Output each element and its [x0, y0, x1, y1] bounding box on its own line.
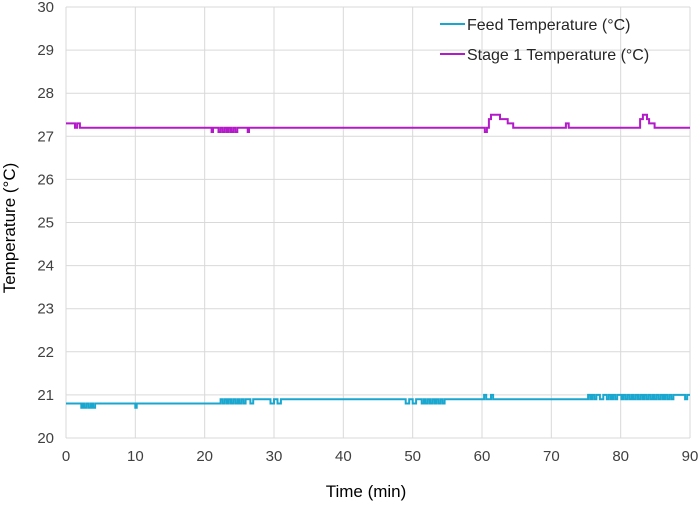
- x-tick-label: 40: [335, 448, 352, 465]
- y-tick-label: 29: [37, 42, 54, 59]
- x-tick-label: 60: [474, 448, 491, 465]
- y-tick-label: 27: [37, 128, 54, 145]
- legend: Feed Temperature (°C) Stage 1 Temperatur…: [440, 17, 649, 64]
- y-tick-label: 26: [37, 171, 54, 188]
- x-tick-label: 30: [266, 448, 283, 465]
- series-line-0: [66, 393, 690, 409]
- y-axis-title: Temperature (°C): [0, 163, 19, 294]
- y-tick-label: 28: [37, 85, 54, 102]
- x-axis-title: Time (min): [326, 482, 407, 501]
- series-lines: [66, 113, 690, 409]
- gridlines: [65, 6, 691, 439]
- y-tick-label: 23: [37, 301, 54, 318]
- tick-labels: 20 21 22 23 24 25 26 27 28 29 30 0 10 20 30 40 50 60 70 80 9…: [37, 0, 698, 465]
- y-tick-label: 21: [37, 387, 54, 404]
- y-tick-label: 25: [37, 215, 54, 232]
- y-tick-label: 22: [37, 344, 54, 361]
- y-tick-label: 24: [37, 258, 54, 275]
- x-tick-label: 0: [62, 448, 70, 465]
- x-tick-label: 10: [127, 448, 144, 465]
- y-tick-label: 20: [37, 430, 54, 447]
- y-tick-label: 30: [37, 0, 54, 16]
- x-tick-label: 90: [682, 448, 699, 465]
- x-tick-label: 80: [612, 448, 629, 465]
- x-tick-label: 20: [196, 448, 213, 465]
- x-tick-label: 50: [404, 448, 421, 465]
- legend-label-stage1: Stage 1 Temperature (°C): [467, 47, 649, 64]
- series-line-1: [66, 113, 690, 133]
- legend-label-feed: Feed Temperature (°C): [467, 17, 631, 34]
- x-tick-label: 70: [543, 448, 560, 465]
